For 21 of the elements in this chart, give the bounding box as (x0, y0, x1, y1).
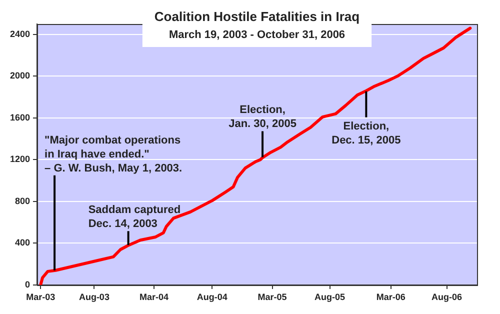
chart-title: Coalition Hostile Fatalities in Iraq (154, 9, 360, 24)
y-tick-label: 1200 (10, 154, 30, 164)
y-tick-label: 400 (14, 238, 30, 248)
annotation: "Major combat operations in Iraq have ended." – G. W. Bush, May 1, 2003. (44, 134, 182, 174)
annotation: Election, Jan. 30, 2005 (228, 104, 296, 130)
x-tick-label: Mar-03 (26, 292, 56, 302)
annotation: Election, Dec. 15, 2005 (332, 120, 401, 146)
y-tick-label: 1600 (10, 112, 30, 122)
y-tick-label: 2000 (10, 70, 30, 81)
x-tick-label: Aug-06 (432, 292, 462, 302)
y-tick-label: 2400 (10, 28, 30, 39)
x-tick-label: Mar-06 (376, 292, 406, 302)
x-tick-label: Mar-05 (258, 292, 287, 302)
x-tick-label: Aug-05 (314, 292, 346, 302)
text: March 19, 2003 - October 31, 2006 (168, 29, 346, 41)
x-tick-label: Mar-04 (139, 292, 168, 302)
annotation: Saddam captured Dec. 14, 2003 (88, 204, 181, 230)
x-tick-label: Aug-04 (196, 292, 228, 302)
x-tick-label: Aug-03 (78, 292, 110, 302)
y-tick-label: 0 (24, 279, 30, 290)
y-tick-label: 800 (14, 196, 30, 206)
